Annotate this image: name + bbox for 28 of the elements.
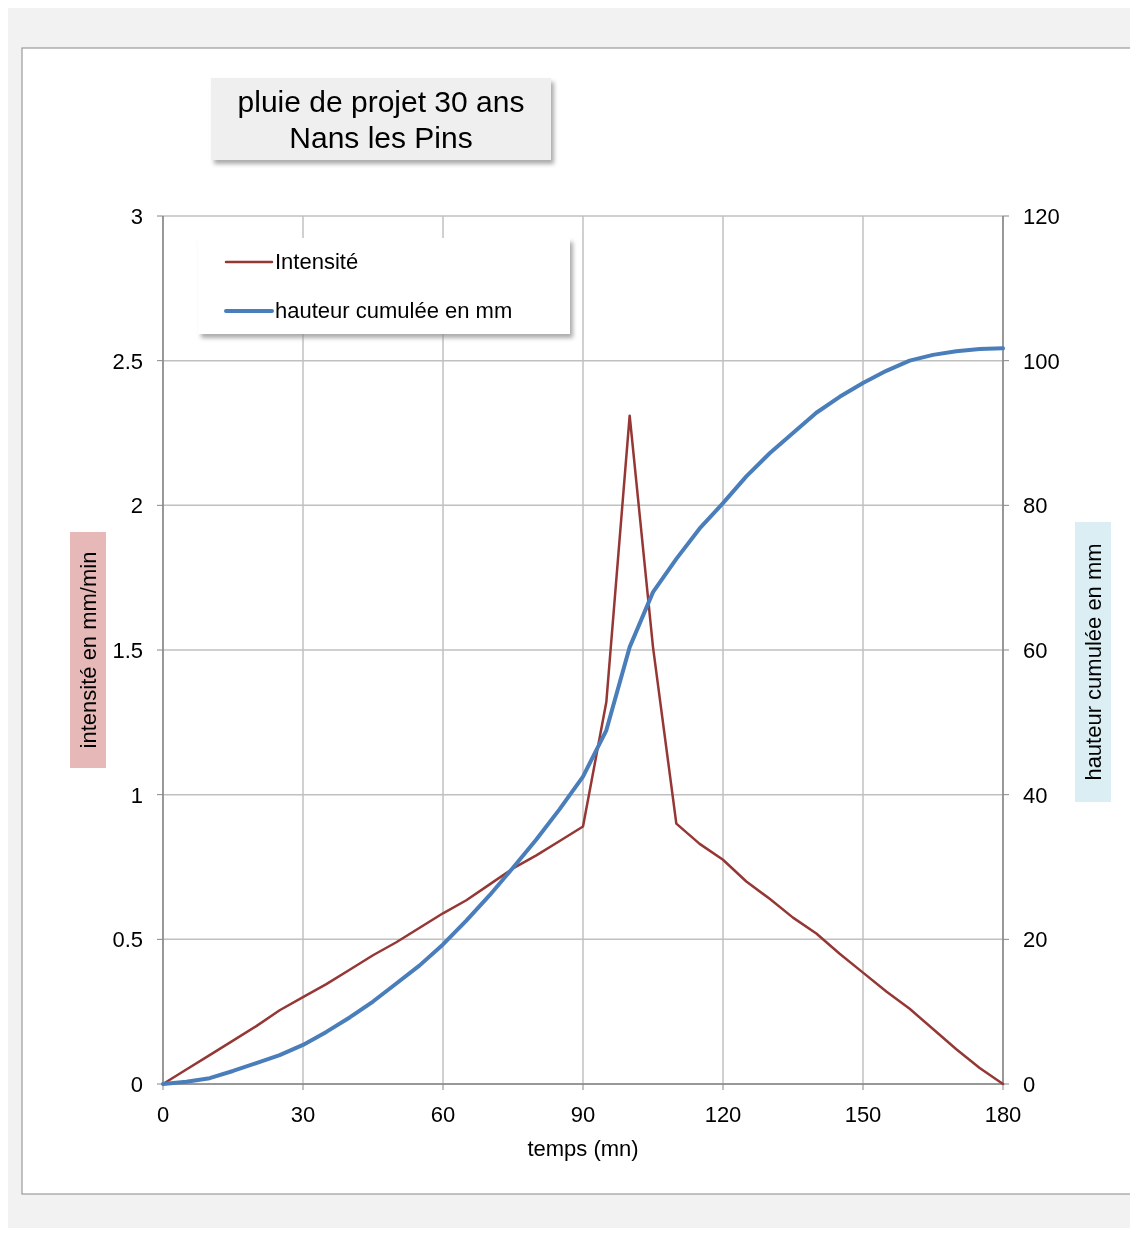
y-tick-label: 2.5 [112, 348, 143, 374]
x-tick-label: 180 [984, 1102, 1022, 1127]
y-tick-label: 0 [130, 1072, 143, 1097]
x-tick-label: 150 [844, 1102, 882, 1127]
x-tick-label: 60 [430, 1102, 456, 1127]
y2-tick-label: 80 [1023, 493, 1048, 519]
y2-tick-label: 120 [1023, 204, 1060, 229]
x-axis-title: temps (mn) [527, 1136, 639, 1161]
x-tick-label: 120 [704, 1102, 742, 1127]
y2-tick-label: 0 [1023, 1072, 1036, 1097]
y-axis-title: intensité en mm/min [76, 551, 101, 749]
y2-tick-label: 100 [1023, 348, 1060, 374]
legend-label: Intensité [275, 249, 359, 274]
y2-tick-label: 60 [1023, 638, 1048, 663]
y-tick-label: 1.5 [112, 638, 143, 663]
chart-title: pluie de projet 30 ans [237, 85, 525, 118]
y-tick-label: 0.5 [112, 927, 143, 953]
y-tick-label: 2 [130, 493, 143, 519]
legend-label: hauteur cumulée en mm [275, 298, 513, 323]
y2-tick-label: 40 [1023, 782, 1048, 808]
y2-axis-title: hauteur cumulée en mm [1081, 543, 1106, 781]
chart-subtitle: Nans les Pins [289, 121, 473, 154]
y2-tick-label: 20 [1023, 927, 1048, 953]
x-tick-label: 90 [570, 1102, 596, 1127]
y-tick-label: 3 [130, 204, 143, 229]
x-tick-label: 30 [290, 1102, 316, 1127]
x-tick-label: 0 [156, 1102, 170, 1127]
y-tick-label: 1 [130, 782, 143, 808]
